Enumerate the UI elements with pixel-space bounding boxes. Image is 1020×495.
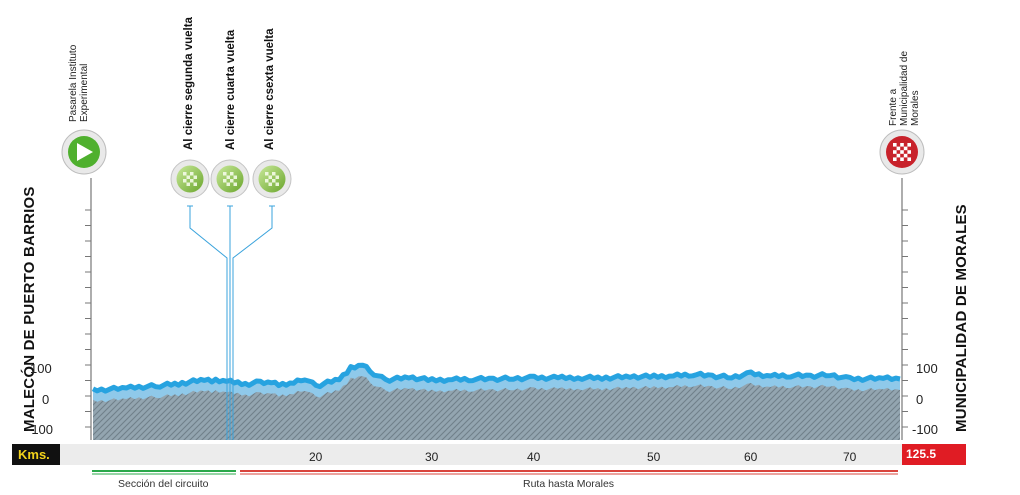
km-axis-bar bbox=[60, 444, 902, 465]
sprint-icon-1 bbox=[170, 159, 210, 199]
sprint-checker-cell bbox=[268, 182, 272, 186]
y-tick-right-0: 0 bbox=[916, 392, 924, 407]
sprint-checker-cell bbox=[272, 172, 276, 176]
sprint-checker-cell bbox=[230, 172, 234, 176]
sprint-connector-1 bbox=[189, 206, 228, 440]
sprint-label-3: Al cierre csexta vuelta bbox=[264, 28, 276, 150]
sprint-checker-cell bbox=[193, 182, 197, 186]
y-tick-right-100: 100 bbox=[916, 361, 938, 376]
finish-checker-cell bbox=[893, 157, 897, 161]
finish-checker-cell bbox=[900, 157, 904, 161]
kms-label: Kms. bbox=[12, 444, 60, 465]
sprint-checker-cell bbox=[233, 182, 237, 186]
x-tick-20: 20 bbox=[309, 450, 323, 464]
y-tick-left-100: 100 bbox=[30, 361, 52, 376]
finish-checker-cell bbox=[896, 153, 901, 158]
sprint-checker-cell bbox=[233, 175, 237, 179]
x-tick-60: 60 bbox=[744, 450, 758, 464]
sprint-label-1: Al cierre segunda vuelta bbox=[183, 17, 195, 150]
sprint-label-2: Al cierre cuarta vuelta bbox=[225, 29, 237, 150]
sprint-checker-cell bbox=[190, 172, 194, 176]
sprint-icon-3 bbox=[252, 159, 292, 199]
sprint-checker-cell bbox=[265, 172, 269, 176]
x-tick-50: 50 bbox=[647, 450, 661, 464]
sprint-checker-cell bbox=[223, 172, 227, 176]
sprint-checker-cell bbox=[265, 179, 269, 183]
start-icon bbox=[61, 129, 107, 175]
start-arrow-icon bbox=[77, 143, 93, 161]
sprint-checker-cell bbox=[183, 179, 187, 183]
sprint-icon-2 bbox=[210, 159, 250, 199]
sprint-checker-cell bbox=[186, 182, 190, 186]
y-tick-left-minus100: -100 bbox=[27, 422, 54, 437]
sprint-checker-cell bbox=[275, 175, 279, 179]
total-distance: 125.5 bbox=[902, 444, 966, 465]
sprint-checker-cell bbox=[230, 179, 234, 183]
x-tick-40: 40 bbox=[527, 450, 541, 464]
sprint-checker-cell bbox=[226, 175, 230, 179]
segment-route-label: Ruta hasta Morales bbox=[523, 478, 615, 490]
finish-icon bbox=[879, 129, 925, 175]
terrain-fill bbox=[93, 376, 900, 440]
sprint-connector-3 bbox=[232, 206, 273, 440]
finish-checker-cell bbox=[907, 143, 911, 147]
sprint-checker-cell bbox=[223, 179, 227, 183]
finish-checker-cell bbox=[896, 146, 901, 151]
y-tick-right-minus100: -100 bbox=[912, 422, 939, 437]
sprint-checker-cell bbox=[268, 175, 272, 179]
finish-place-label: Frente a Municipalidad de Morales bbox=[888, 50, 921, 126]
start-place-label: Pasarela Instituto Experimental bbox=[68, 44, 90, 122]
sprint-checker-cell bbox=[193, 175, 197, 179]
sprint-checker-cell bbox=[186, 175, 190, 179]
finish-checker-cell bbox=[900, 143, 904, 147]
y-tick-left-0: 0 bbox=[42, 392, 50, 407]
sprint-checker-cell bbox=[272, 179, 276, 183]
sprint-checker-cell bbox=[275, 182, 279, 186]
sprint-checker-cell bbox=[190, 179, 194, 183]
finish-town-label: MUNICIPALIDAD DE MORALES bbox=[953, 204, 970, 432]
segment-circuit-label: Sección del circuito bbox=[118, 478, 209, 490]
finish-checker-cell bbox=[907, 157, 911, 161]
x-tick-30: 30 bbox=[425, 450, 439, 464]
finish-checker-cell bbox=[893, 150, 897, 154]
finish-checker-cell bbox=[903, 153, 908, 158]
start-town-label: MALECÓN DE PUERTO BARRIOS bbox=[21, 186, 38, 432]
sprint-checker-cell bbox=[226, 182, 230, 186]
x-tick-70: 70 bbox=[843, 450, 857, 464]
finish-checker-cell bbox=[900, 150, 904, 154]
finish-checker-cell bbox=[903, 146, 908, 151]
sprint-checker-cell bbox=[183, 172, 187, 176]
finish-checker-cell bbox=[907, 150, 911, 154]
finish-checker-cell bbox=[893, 143, 897, 147]
